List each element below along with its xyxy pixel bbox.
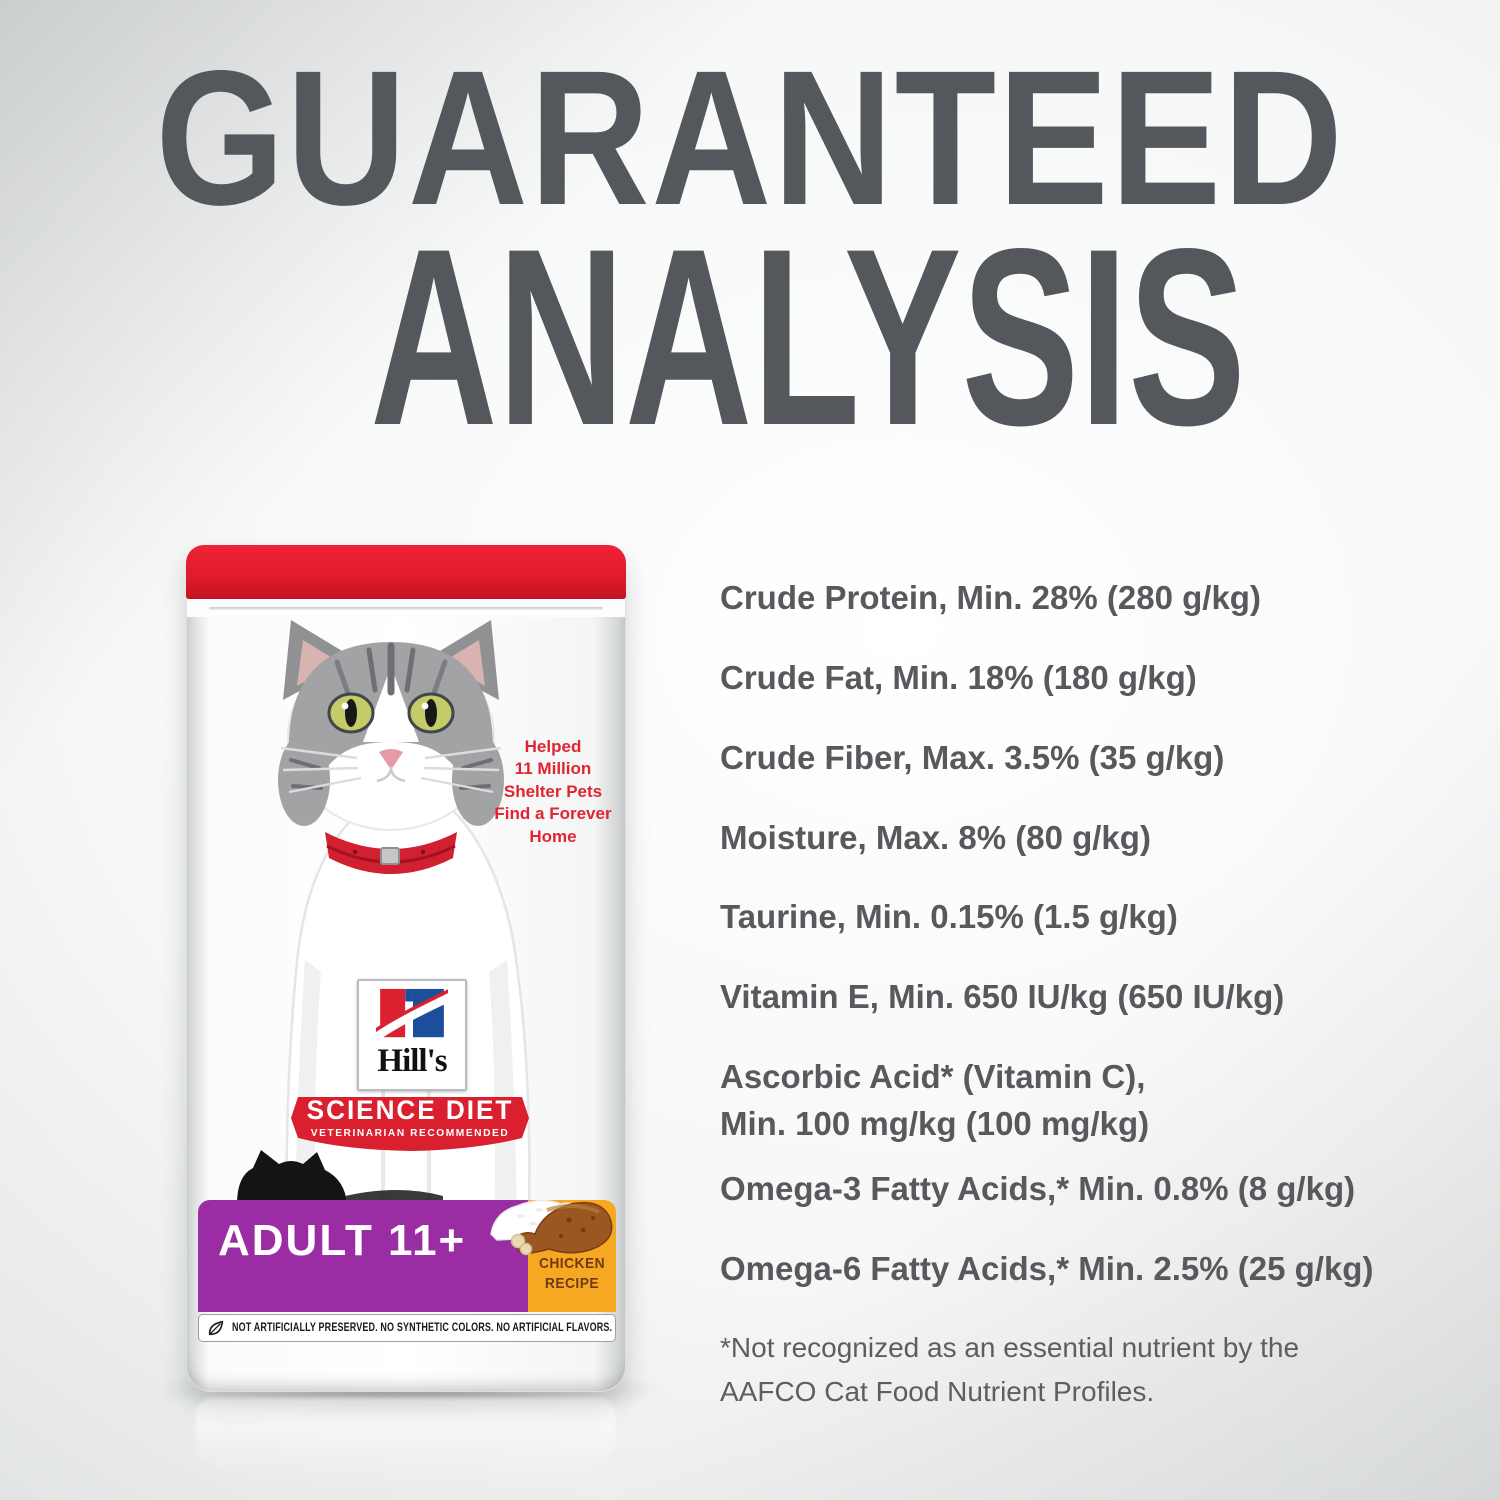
life-stage-label: ADULT 11+ (218, 1216, 467, 1265)
hills-h-mark-icon (376, 988, 448, 1041)
nutrient-row: Crude Protein, Min. 28% (280 g/kg) (720, 579, 1261, 616)
shelter-pets-badge: Helped 11 Million Shelter Pets Find a Fo… (494, 737, 612, 846)
hills-logo: Hill's (357, 979, 467, 1091)
science-diet-banner: SCIENCE DIET VETERINARIAN RECOMMENDED (290, 1086, 530, 1152)
bag-zip-strip (187, 599, 625, 617)
science-diet-banner-shape (291, 1097, 529, 1151)
chicken-drumstick-image (490, 1199, 613, 1256)
title-line-2: ANALYSIS (370, 197, 1246, 479)
bag-reflection (196, 1398, 616, 1494)
page-title: GUARANTEED ANALYSIS (0, 30, 1500, 479)
guaranteed-analysis-list: Crude Protein, Min. 28% (280 g/kg) Crude… (720, 575, 1440, 1415)
nutrient-row: Taurine, Min. 0.15% (1.5 g/kg) (720, 898, 1178, 936)
veterinarian-recommended-label: VETERINARIAN RECOMMENDED (310, 1127, 510, 1139)
adult-band: ADULT 11+ (198, 1200, 528, 1312)
claims-text: NOT ARTIFICIALLY PRESERVED. NO SYNTHETIC… (232, 1322, 613, 1334)
nutrient-row: Moisture, Max. 8% (80 g/kg) (720, 818, 1151, 856)
aafco-footnote: *Not recognized as an essential nutrient… (720, 1331, 1300, 1408)
bag-top-seal (186, 545, 626, 599)
recipe-label: CHICKEN RECIPE (538, 1255, 606, 1292)
nutrient-row: Vitamin E, Min. 650 IU/kg (650 IU/kg) (720, 978, 1285, 1016)
nutrient-row: Omega-6 Fatty Acids,* Min. 2.5% (25 g/kg… (720, 1249, 1374, 1287)
cat-photo (237, 620, 531, 1260)
bag-zip-line (209, 607, 603, 610)
title-line-1: GUARANTEED (155, 30, 1345, 245)
nutrient-row: Omega-3 Fatty Acids,* Min. 0.8% (8 g/kg) (720, 1169, 1356, 1207)
science-diet-label: SCIENCE DIET (306, 1095, 514, 1125)
claims-strip: NOT ARTIFICIALLY PRESERVED. NO SYNTHETIC… (198, 1314, 616, 1342)
nutrient-row: Crude Fat, Min. 18% (180 g/kg) (720, 658, 1197, 696)
leaf-icon (208, 1320, 224, 1336)
product-bag: Helped 11 Million Shelter Pets Find a Fo… (186, 545, 626, 1392)
hills-wordmark: Hill's (377, 1043, 447, 1079)
nutrient-row: Ascorbic Acid* (Vitamin C), Min. 100 mg/… (720, 1058, 1150, 1143)
nutrient-row: Crude Fiber, Max. 3.5% (35 g/kg) (720, 738, 1225, 776)
